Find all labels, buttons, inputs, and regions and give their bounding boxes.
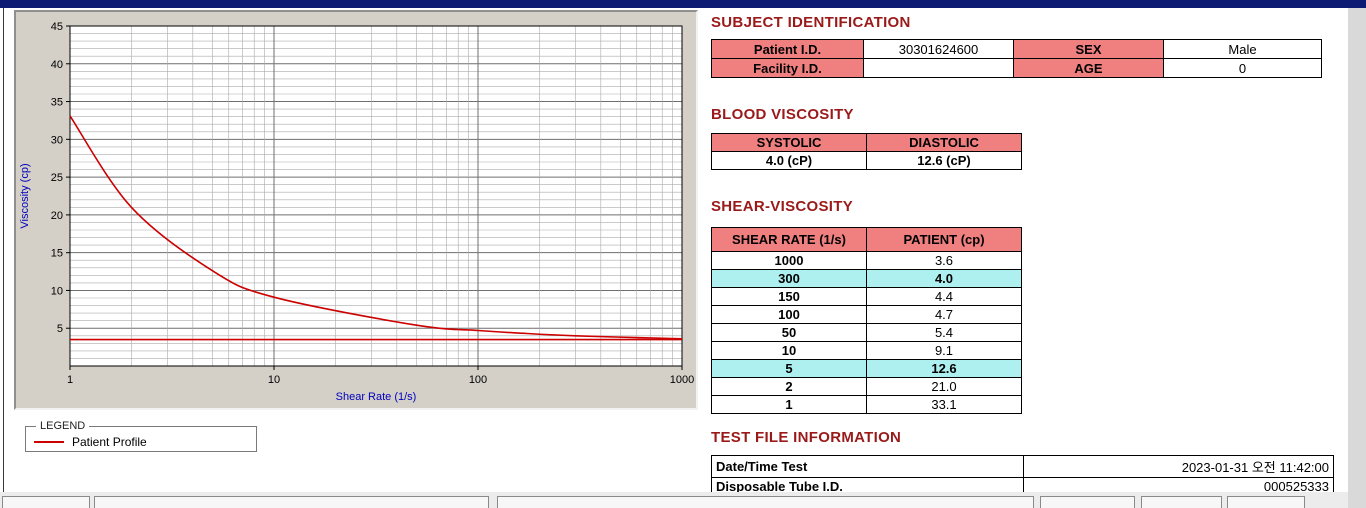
blood-viscosity-table: SYSTOLIC DIASTOLIC 4.0 (cP) 12.6 (cP) xyxy=(711,133,1022,170)
bottom-control[interactable] xyxy=(1040,496,1135,508)
shear-rate-cell: 5 xyxy=(711,359,867,378)
bottom-control[interactable] xyxy=(94,496,489,508)
disposable-tube-id-label: Disposable Tube I.D. xyxy=(711,477,1024,496)
window-left-border xyxy=(3,8,4,492)
svg-text:20: 20 xyxy=(51,210,63,222)
patient-viscosity-cell: 4.7 xyxy=(866,305,1022,324)
report-right-column: SUBJECT IDENTIFICATION Patient I.D. 3030… xyxy=(711,12,1335,506)
patient-id-label: Patient I.D. xyxy=(711,39,864,59)
table-header-row: SHEAR RATE (1/s) PATIENT (cp) xyxy=(711,227,1022,252)
svg-text:Shear Rate (1/s): Shear Rate (1/s) xyxy=(336,391,417,403)
svg-text:25: 25 xyxy=(51,172,63,184)
shear-row: 2 21.0 xyxy=(711,377,1022,396)
table-row: Facility I.D. AGE 0 xyxy=(711,58,1322,78)
title-bar xyxy=(0,0,1366,8)
bottom-control[interactable] xyxy=(1227,496,1305,508)
subject-identification-table: Patient I.D. 30301624600 SEX Male Facili… xyxy=(711,39,1322,78)
table-row: Date/Time Test 2023-01-31 오전 11:42:00 xyxy=(711,455,1334,478)
patient-viscosity-cell: 3.6 xyxy=(866,251,1022,270)
shear-row: 5 12.6 xyxy=(711,359,1022,378)
systolic-header: SYSTOLIC xyxy=(711,133,867,152)
age-value: 0 xyxy=(1163,58,1322,78)
svg-text:30: 30 xyxy=(51,134,63,146)
shear-rate-cell: 2 xyxy=(711,377,867,396)
blood-viscosity-title: BLOOD VISCOSITY xyxy=(711,106,854,123)
patient-viscosity-cell: 4.0 xyxy=(866,269,1022,288)
shear-rate-cell: 300 xyxy=(711,269,867,288)
shear-row: 1 33.1 xyxy=(711,395,1022,414)
svg-text:1000: 1000 xyxy=(670,374,694,386)
window-right-margin xyxy=(1348,8,1366,508)
date-time-test-value: 2023-01-31 오전 11:42:00 xyxy=(1023,455,1334,478)
facility-id-label: Facility I.D. xyxy=(711,58,864,78)
svg-text:40: 40 xyxy=(51,59,63,71)
subject-identification-title: SUBJECT IDENTIFICATION xyxy=(711,14,911,31)
legend-box: LEGEND Patient Profile xyxy=(25,420,257,452)
patient-viscosity-cell: 9.1 xyxy=(866,341,1022,360)
test-file-information-table: Date/Time Test 2023-01-31 오전 11:42:00 Di… xyxy=(711,455,1334,496)
systolic-value: 4.0 (cP) xyxy=(711,151,867,170)
viscosity-chart-panel: 5 10 15 20 25 30 35 40 45 1 10 100 1000 Shear Rate (1… xyxy=(14,10,698,410)
svg-text:45: 45 xyxy=(51,21,63,33)
shear-row: 100 4.7 xyxy=(711,305,1022,324)
patient-viscosity-cell: 33.1 xyxy=(866,395,1022,414)
shear-viscosity-title: SHEAR-VISCOSITY xyxy=(711,198,854,215)
shear-rate-cell: 100 xyxy=(711,305,867,324)
bottom-control[interactable] xyxy=(2,496,90,508)
shear-rate-cell: 50 xyxy=(711,323,867,342)
shear-row: 1000 3.6 xyxy=(711,251,1022,270)
test-file-information-title: TEST FILE INFORMATION xyxy=(711,429,902,446)
viscosity-chart: 5 10 15 20 25 30 35 40 45 1 10 100 1000 Shear Rate (1… xyxy=(19,21,694,403)
shear-row: 10 9.1 xyxy=(711,341,1022,360)
table-row: Patient I.D. 30301624600 SEX Male xyxy=(711,39,1322,59)
shear-row: 300 4.0 xyxy=(711,269,1022,288)
table-row: 4.0 (cP) 12.6 (cP) xyxy=(711,151,1022,170)
patient-id-value: 30301624600 xyxy=(863,39,1014,59)
bottom-control[interactable] xyxy=(497,496,1034,508)
table-row: Disposable Tube I.D. 000525333 xyxy=(711,477,1334,496)
svg-text:5: 5 xyxy=(57,323,63,335)
bottom-strip xyxy=(0,492,1348,508)
shear-viscosity-table: SHEAR RATE (1/s) PATIENT (cp) 1000 3.6 300… xyxy=(711,227,1022,414)
svg-text:35: 35 xyxy=(51,97,63,109)
patient-viscosity-cell: 4.4 xyxy=(866,287,1022,306)
shear-row: 150 4.4 xyxy=(711,287,1022,306)
patient-viscosity-cell: 5.4 xyxy=(866,323,1022,342)
age-label: AGE xyxy=(1013,58,1164,78)
shear-rate-cell: 1000 xyxy=(711,251,867,270)
svg-text:Viscosity (cp): Viscosity (cp) xyxy=(19,163,31,228)
diastolic-value: 12.6 (cP) xyxy=(866,151,1022,170)
date-time-test-label: Date/Time Test xyxy=(711,455,1024,478)
shear-row: 50 5.4 xyxy=(711,323,1022,342)
disposable-tube-id-value: 000525333 xyxy=(1023,477,1334,496)
patient-column-header: PATIENT (cp) xyxy=(866,227,1022,252)
legend-title: LEGEND xyxy=(40,420,86,432)
patient-viscosity-cell: 21.0 xyxy=(866,377,1022,396)
shear-rate-cell: 10 xyxy=(711,341,867,360)
facility-id-value xyxy=(863,58,1014,78)
shear-rate-column-header: SHEAR RATE (1/s) xyxy=(711,227,867,252)
shear-rate-cell: 150 xyxy=(711,287,867,306)
svg-text:10: 10 xyxy=(51,285,63,297)
shear-rate-cell: 1 xyxy=(711,395,867,414)
patient-profile-line-swatch xyxy=(34,441,64,443)
svg-text:100: 100 xyxy=(469,374,487,386)
diastolic-header: DIASTOLIC xyxy=(866,133,1022,152)
svg-text:1: 1 xyxy=(67,374,73,386)
bottom-control[interactable] xyxy=(1141,496,1222,508)
shear-viscosity-body: 1000 3.6 300 4.0 150 4.4 100 4.7 50 5.4 10 9.1 5 12.6… xyxy=(711,251,1022,414)
svg-text:15: 15 xyxy=(51,248,63,260)
svg-text:10: 10 xyxy=(268,374,280,386)
patient-viscosity-cell: 12.6 xyxy=(866,359,1022,378)
table-row: SYSTOLIC DIASTOLIC xyxy=(711,133,1022,152)
sex-value: Male xyxy=(1163,39,1322,59)
sex-label: SEX xyxy=(1013,39,1164,59)
legend-series-label: Patient Profile xyxy=(72,435,147,449)
